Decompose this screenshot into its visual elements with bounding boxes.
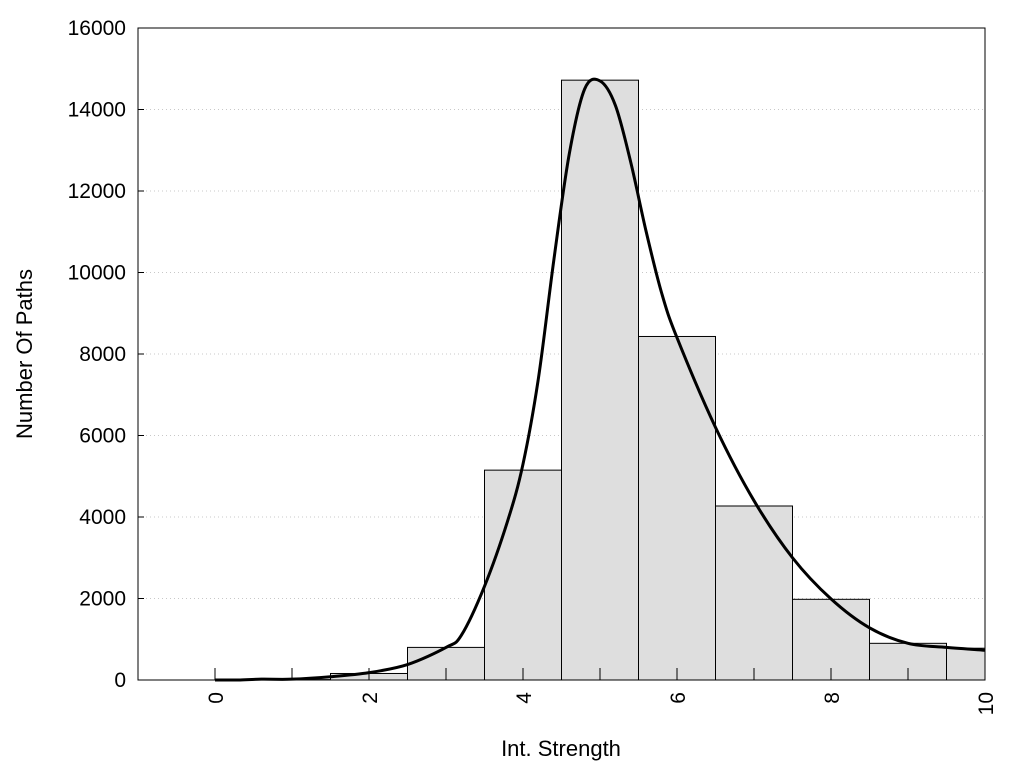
x-tick-label: 10: [975, 692, 998, 715]
y-tick-label: 8000: [79, 343, 126, 366]
x-tick-label: 0: [205, 692, 228, 704]
y-axis-title: Number Of Paths: [12, 269, 37, 439]
x-tick-label: 4: [513, 692, 536, 704]
y-tick-label: 14000: [68, 99, 126, 122]
bars: [253, 79, 986, 681]
axis-ticks: 0 2000 4000 6000 8000 10000 12000 14000 16000 0 2 4…: [68, 17, 998, 715]
x-tick-label: 8: [821, 692, 844, 704]
x-tick-label: 2: [359, 692, 382, 704]
bar-10: [946, 647, 986, 681]
x-axis-title: Int. Strength: [501, 736, 621, 761]
y-tick-label: 12000: [68, 180, 126, 203]
bar-4: [484, 469, 562, 681]
bar-7: [715, 505, 793, 681]
y-tick-label: 4000: [79, 506, 126, 529]
bar-8: [792, 598, 870, 681]
y-tick-label: 16000: [68, 17, 126, 40]
y-tick-label: 10000: [68, 262, 126, 285]
x-tick-label: 6: [667, 692, 690, 704]
y-tick-label: 6000: [79, 425, 126, 448]
bar-6: [638, 335, 716, 681]
y-tick-label: 0: [114, 669, 126, 692]
y-tick-label: 2000: [79, 588, 126, 611]
bar-5: [561, 79, 639, 681]
